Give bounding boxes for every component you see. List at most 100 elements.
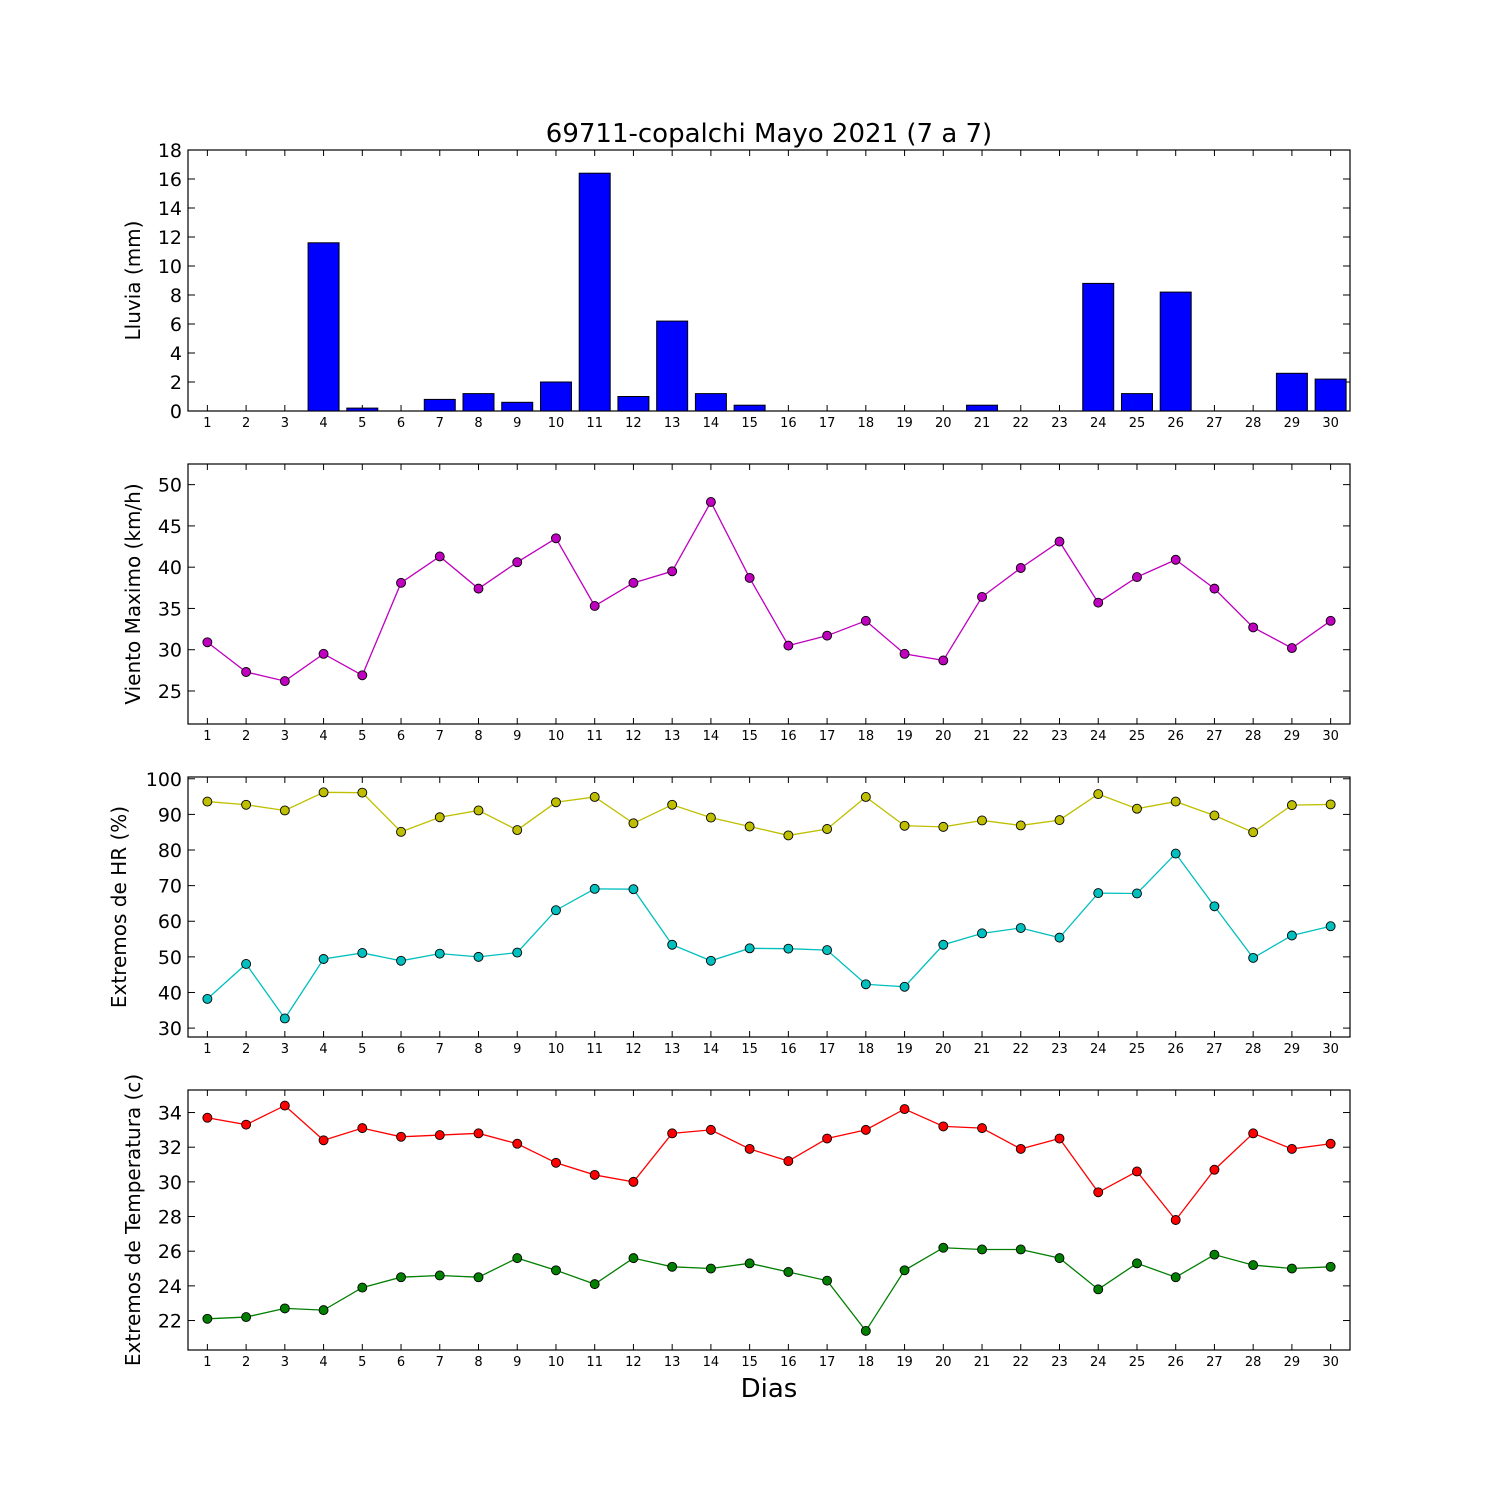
x-tick-label: 20 bbox=[935, 416, 952, 431]
data-point bbox=[1093, 1284, 1104, 1295]
data-point bbox=[512, 1138, 523, 1149]
x-tick-label: 3 bbox=[281, 416, 289, 431]
data-point bbox=[1132, 888, 1142, 899]
x-tick-label: 20 bbox=[935, 1355, 952, 1370]
x-tick-label: 5 bbox=[358, 729, 366, 744]
bar bbox=[307, 242, 340, 412]
bar bbox=[1314, 378, 1347, 412]
data-point bbox=[1325, 799, 1336, 810]
series-2 bbox=[202, 848, 1336, 1024]
x-tick-label: 29 bbox=[1284, 416, 1301, 431]
data-point bbox=[1325, 921, 1336, 932]
x-tick-label: 15 bbox=[741, 729, 758, 744]
x-tick-label: 26 bbox=[1167, 729, 1184, 744]
data-point bbox=[667, 1128, 678, 1139]
data-point bbox=[396, 1272, 406, 1283]
data-point bbox=[551, 797, 561, 808]
x-tick-label: 9 bbox=[513, 729, 521, 744]
x-tick-label: 23 bbox=[1051, 416, 1068, 431]
data-point bbox=[1286, 1143, 1297, 1154]
x-tick-label: 22 bbox=[1012, 1355, 1029, 1370]
bar bbox=[423, 398, 456, 412]
x-tick-label: 19 bbox=[896, 1355, 913, 1370]
x-tick-label: 18 bbox=[858, 1355, 875, 1370]
data-point bbox=[202, 1313, 213, 1324]
y-tick-label: 40 bbox=[158, 982, 182, 1004]
data-point bbox=[667, 939, 678, 950]
x-tick-label: 22 bbox=[1012, 1042, 1029, 1057]
data-point bbox=[977, 591, 987, 602]
data-point bbox=[938, 1242, 949, 1253]
series-line bbox=[207, 1104, 1331, 1222]
data-point bbox=[977, 815, 987, 826]
series-line bbox=[207, 1247, 1331, 1333]
x-tick-label: 20 bbox=[935, 729, 952, 744]
data-point bbox=[1286, 930, 1297, 941]
data-point bbox=[1054, 932, 1065, 943]
x-tick-label: 21 bbox=[974, 1355, 991, 1370]
data-point bbox=[667, 1261, 678, 1272]
y-tick-label: 10 bbox=[158, 256, 182, 278]
y-tick-label: 6 bbox=[170, 314, 182, 336]
data-point bbox=[1054, 1133, 1065, 1144]
data-point bbox=[396, 577, 406, 588]
x-tick-label: 12 bbox=[625, 1042, 642, 1057]
x-tick-label: 12 bbox=[625, 416, 642, 431]
x-tick-label: 1 bbox=[203, 1042, 211, 1057]
x-tick-label: 30 bbox=[1322, 729, 1339, 744]
data-point bbox=[1132, 803, 1142, 814]
data-point bbox=[1132, 1166, 1142, 1177]
y-tick-label: 22 bbox=[158, 1311, 182, 1333]
data-point bbox=[1170, 554, 1181, 565]
x-axis-label: Dias bbox=[741, 1374, 798, 1404]
x-tick-label: 27 bbox=[1206, 1355, 1223, 1370]
data-point bbox=[589, 791, 600, 802]
y-tick-label: 80 bbox=[158, 840, 182, 862]
x-tick-label: 5 bbox=[358, 416, 366, 431]
x-tick-label: 4 bbox=[319, 1355, 327, 1370]
data-point bbox=[860, 1124, 871, 1135]
x-tick-label: 16 bbox=[780, 416, 797, 431]
data-point bbox=[783, 1267, 794, 1277]
x-tick-label: 3 bbox=[281, 729, 289, 744]
x-tick-label: 27 bbox=[1206, 729, 1223, 744]
bar bbox=[1120, 393, 1153, 412]
series-1 bbox=[202, 1100, 1336, 1225]
x-tick-label: 30 bbox=[1322, 416, 1339, 431]
data-point bbox=[473, 805, 484, 816]
data-point bbox=[860, 1325, 871, 1336]
x-tick-label: 29 bbox=[1284, 1355, 1301, 1370]
x-tick-label: 27 bbox=[1206, 416, 1223, 431]
x-tick-label: 28 bbox=[1245, 1355, 1262, 1370]
data-point bbox=[938, 655, 949, 666]
x-tick-label: 21 bbox=[974, 1042, 991, 1057]
data-point bbox=[1325, 615, 1336, 626]
data-point bbox=[1093, 597, 1104, 608]
x-tick-label: 5 bbox=[358, 1355, 366, 1370]
x-tick-label: 20 bbox=[935, 1042, 952, 1057]
y-tick-label: 30 bbox=[158, 1172, 182, 1194]
data-point bbox=[357, 787, 368, 798]
bar bbox=[578, 172, 611, 412]
data-point bbox=[1248, 952, 1259, 963]
bar bbox=[1275, 372, 1308, 412]
y-tick-label: 18 bbox=[158, 140, 182, 162]
x-tick-label: 7 bbox=[436, 1355, 444, 1370]
x-tick-label: 5 bbox=[358, 1042, 366, 1057]
x-tick-label: 10 bbox=[548, 729, 565, 744]
panel-frame bbox=[187, 776, 1351, 1038]
series-1 bbox=[202, 497, 1336, 687]
bar bbox=[346, 407, 379, 412]
x-tick-label: 9 bbox=[513, 416, 521, 431]
data-point bbox=[1170, 1215, 1181, 1225]
x-tick-label: 17 bbox=[819, 416, 836, 431]
x-tick-label: 2 bbox=[242, 1355, 250, 1370]
data-point bbox=[705, 812, 716, 823]
data-point bbox=[860, 791, 871, 802]
data-point bbox=[1325, 1138, 1336, 1149]
data-point bbox=[1248, 1260, 1259, 1271]
data-point bbox=[241, 667, 252, 677]
data-point bbox=[1248, 1128, 1259, 1139]
data-point bbox=[1248, 827, 1259, 838]
